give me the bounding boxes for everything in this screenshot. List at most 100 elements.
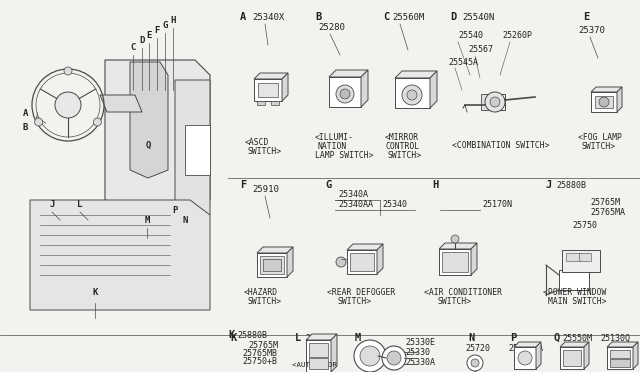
Bar xyxy=(395,78,430,108)
Circle shape xyxy=(599,97,609,107)
Text: 25370: 25370 xyxy=(578,26,605,35)
Polygon shape xyxy=(257,247,293,253)
Circle shape xyxy=(336,85,354,103)
Polygon shape xyxy=(30,200,210,310)
Text: M: M xyxy=(355,333,361,343)
Text: <POWER WINDOW: <POWER WINDOW xyxy=(543,288,606,297)
Circle shape xyxy=(387,351,401,365)
Circle shape xyxy=(354,340,386,372)
Text: 25330: 25330 xyxy=(405,348,430,357)
Text: D: D xyxy=(140,36,145,45)
Text: P: P xyxy=(510,333,516,343)
Text: <REAR DEFOGGER: <REAR DEFOGGER xyxy=(327,288,396,297)
Polygon shape xyxy=(130,62,168,178)
Circle shape xyxy=(382,346,406,370)
Bar xyxy=(271,101,279,105)
Bar xyxy=(566,253,581,261)
Bar xyxy=(595,96,613,108)
Text: J: J xyxy=(49,200,54,209)
Polygon shape xyxy=(347,244,383,250)
Bar xyxy=(309,343,328,357)
Text: N: N xyxy=(182,216,188,225)
Text: 25880B: 25880B xyxy=(556,181,586,190)
Polygon shape xyxy=(591,87,622,92)
Bar xyxy=(560,347,584,369)
Text: 25880B: 25880B xyxy=(237,331,267,340)
Text: 25130Q: 25130Q xyxy=(600,334,630,343)
Bar xyxy=(607,347,633,369)
Text: <HAZARD: <HAZARD xyxy=(244,288,278,297)
Text: K: K xyxy=(92,288,98,297)
Polygon shape xyxy=(560,342,589,347)
Text: 25360R: 25360R xyxy=(305,334,335,343)
Polygon shape xyxy=(584,342,589,369)
Polygon shape xyxy=(329,70,368,77)
Text: K: K xyxy=(230,333,236,343)
Circle shape xyxy=(407,90,417,100)
Bar xyxy=(254,79,282,101)
Circle shape xyxy=(485,92,505,112)
Text: G: G xyxy=(163,21,168,30)
Polygon shape xyxy=(361,70,368,107)
Text: <ILLUMI-: <ILLUMI- xyxy=(315,133,354,142)
Polygon shape xyxy=(306,334,337,340)
Polygon shape xyxy=(100,95,142,112)
Text: 25260P: 25260P xyxy=(502,31,532,40)
Text: H: H xyxy=(170,16,176,25)
Bar xyxy=(481,94,491,110)
Polygon shape xyxy=(185,125,210,175)
Bar xyxy=(563,350,581,366)
Circle shape xyxy=(55,92,81,118)
Text: D: D xyxy=(450,12,456,22)
Bar xyxy=(562,250,600,272)
Polygon shape xyxy=(439,243,477,249)
Text: L: L xyxy=(77,200,83,209)
Text: G: G xyxy=(325,180,332,190)
Polygon shape xyxy=(536,342,541,369)
Bar xyxy=(610,350,630,358)
Text: 25340AA: 25340AA xyxy=(338,200,373,209)
Polygon shape xyxy=(617,87,622,112)
Text: SWITCH>: SWITCH> xyxy=(581,142,615,151)
Polygon shape xyxy=(105,60,210,215)
Text: 25765M: 25765M xyxy=(590,198,620,207)
Bar xyxy=(439,249,471,275)
Polygon shape xyxy=(514,342,541,347)
Text: 25280: 25280 xyxy=(318,23,345,32)
Text: 25567: 25567 xyxy=(468,45,493,54)
Bar xyxy=(350,253,374,271)
Polygon shape xyxy=(175,80,210,215)
Circle shape xyxy=(518,351,532,365)
Text: 25381+A: 25381+A xyxy=(508,344,543,353)
Polygon shape xyxy=(607,342,638,347)
Bar xyxy=(610,359,630,367)
Text: 25765M: 25765M xyxy=(248,341,278,350)
Text: 25750+B: 25750+B xyxy=(242,357,277,366)
Text: 25550M: 25550M xyxy=(562,334,592,343)
Text: 25560M: 25560M xyxy=(392,13,424,22)
Text: 25170N: 25170N xyxy=(482,200,512,209)
Text: 25540: 25540 xyxy=(458,31,483,40)
Circle shape xyxy=(467,355,483,371)
Text: J: J xyxy=(545,180,551,190)
Text: 25720: 25720 xyxy=(465,344,490,353)
Text: 25330E: 25330E xyxy=(405,338,435,347)
Bar xyxy=(260,256,284,274)
Polygon shape xyxy=(430,71,437,108)
Text: 25750: 25750 xyxy=(572,221,597,230)
Text: <ASCD: <ASCD xyxy=(245,138,269,147)
Circle shape xyxy=(340,89,350,99)
Text: SWITCH>: SWITCH> xyxy=(248,147,282,156)
Text: F: F xyxy=(240,180,246,190)
Bar xyxy=(263,259,281,271)
Circle shape xyxy=(35,118,42,126)
Text: L: L xyxy=(295,333,301,343)
Polygon shape xyxy=(377,244,383,274)
Text: B: B xyxy=(315,12,321,22)
Text: <AIR CONDITIONER: <AIR CONDITIONER xyxy=(424,288,502,297)
Text: SWITCH>: SWITCH> xyxy=(247,297,281,306)
Circle shape xyxy=(360,346,380,366)
Text: C: C xyxy=(383,12,389,22)
Bar xyxy=(329,77,361,107)
Circle shape xyxy=(490,97,500,107)
